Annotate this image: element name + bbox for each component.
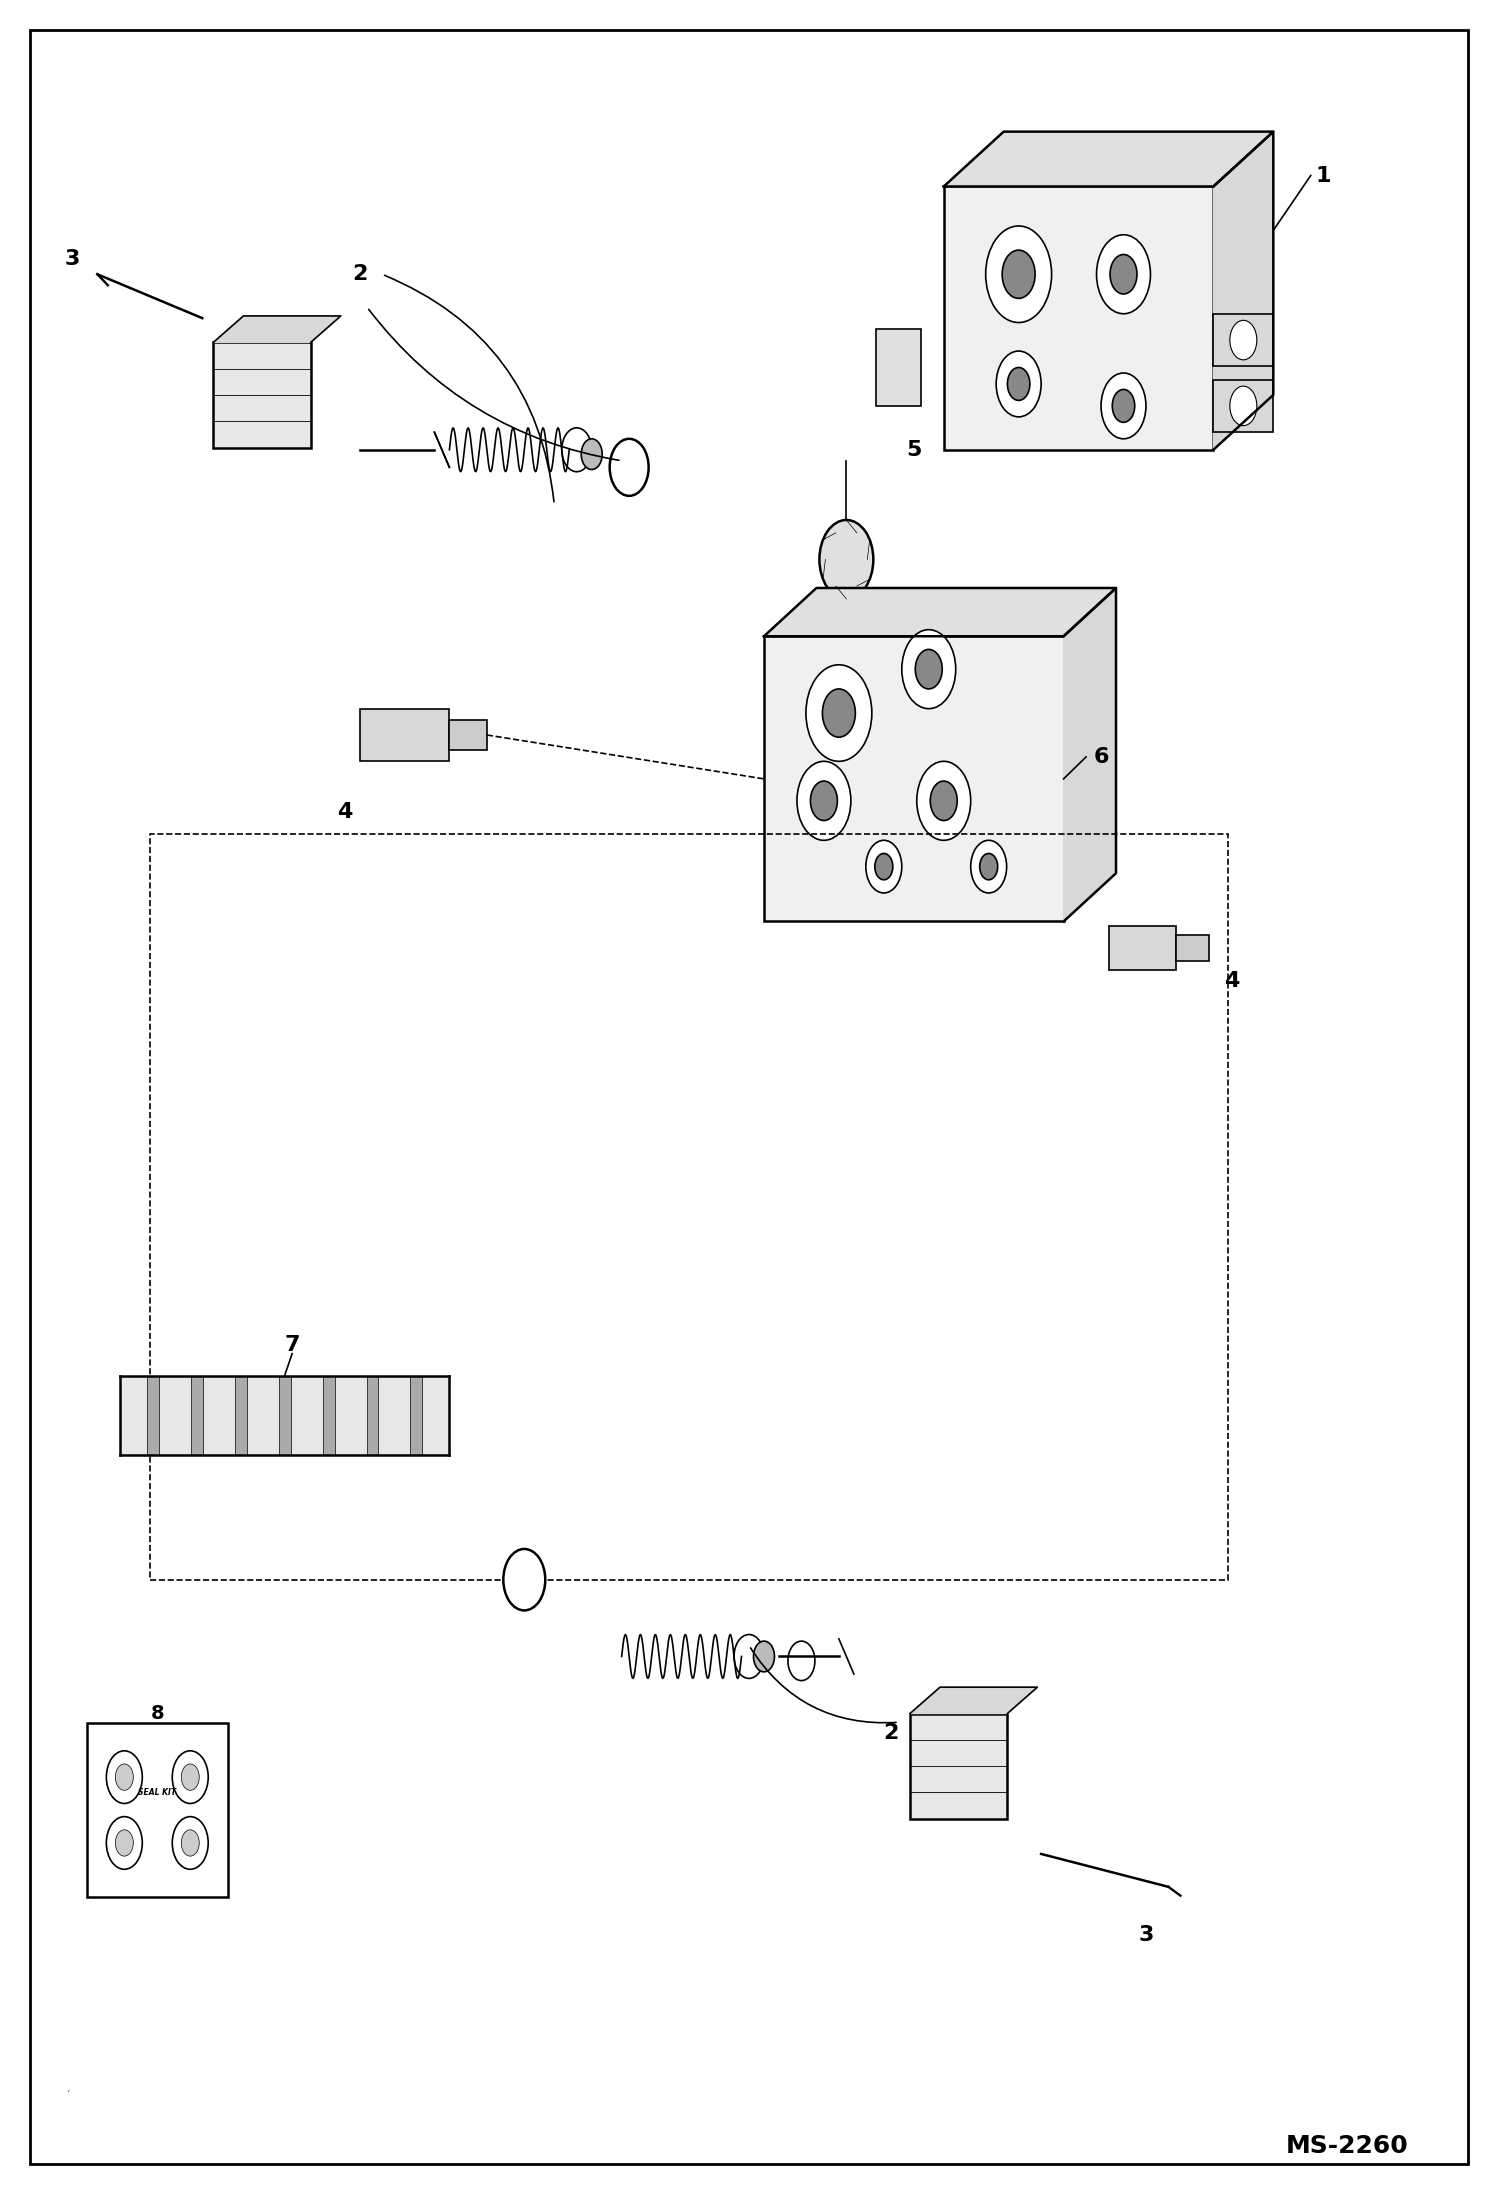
Polygon shape [944,132,1273,186]
FancyBboxPatch shape [213,342,312,448]
Bar [190,1376,202,1455]
Text: MS-2260: MS-2260 [1285,2135,1408,2157]
FancyBboxPatch shape [449,720,487,750]
Text: 4: 4 [1224,970,1239,992]
Bar [322,1376,334,1455]
Bar [367,1376,379,1455]
Circle shape [797,761,851,840]
FancyBboxPatch shape [944,186,1213,450]
Polygon shape [911,1687,1037,1714]
Circle shape [788,1641,815,1681]
Circle shape [1002,250,1035,298]
Polygon shape [764,588,1116,636]
Text: ’: ’ [66,2091,69,2100]
Polygon shape [1213,132,1273,450]
Circle shape [902,630,956,709]
Text: 6: 6 [1094,746,1109,768]
FancyBboxPatch shape [87,1724,228,1896]
Circle shape [115,1764,133,1790]
FancyBboxPatch shape [1176,935,1209,961]
Circle shape [753,1641,774,1672]
FancyBboxPatch shape [360,709,449,761]
Circle shape [996,351,1041,417]
Polygon shape [120,1376,449,1455]
Circle shape [1230,386,1257,426]
FancyBboxPatch shape [876,329,921,406]
Text: 2: 2 [352,263,367,285]
Circle shape [581,439,602,470]
Circle shape [106,1751,142,1803]
Circle shape [562,428,592,472]
Circle shape [1110,255,1137,294]
Circle shape [986,226,1052,323]
Polygon shape [1064,588,1116,921]
Text: 1: 1 [1315,165,1330,186]
Circle shape [1230,320,1257,360]
Bar [279,1376,291,1455]
FancyBboxPatch shape [1213,314,1273,366]
Circle shape [610,439,649,496]
Text: 7: 7 [285,1334,300,1356]
Circle shape [1007,369,1031,399]
Bar [147,1376,159,1455]
Circle shape [181,1764,199,1790]
Circle shape [875,853,893,880]
Circle shape [115,1830,133,1856]
Text: SEAL KIT: SEAL KIT [138,1788,177,1797]
Text: 2: 2 [884,1722,899,1744]
Circle shape [866,840,902,893]
Circle shape [930,781,957,821]
Circle shape [917,761,971,840]
Circle shape [172,1751,208,1803]
Text: 3: 3 [64,248,79,270]
Circle shape [980,853,998,880]
Text: 5: 5 [906,439,921,461]
FancyBboxPatch shape [1213,380,1273,432]
FancyBboxPatch shape [764,636,1064,921]
Circle shape [181,1830,199,1856]
Circle shape [1112,391,1135,421]
Text: 3: 3 [1138,1924,1153,1946]
Text: 8: 8 [150,1705,165,1722]
Circle shape [1097,235,1150,314]
Circle shape [822,689,855,737]
Polygon shape [213,316,340,342]
FancyBboxPatch shape [911,1714,1008,1819]
Text: 4: 4 [337,801,352,823]
Circle shape [734,1635,764,1678]
Circle shape [106,1817,142,1869]
Circle shape [1101,373,1146,439]
Circle shape [172,1817,208,1869]
Circle shape [806,665,872,761]
FancyBboxPatch shape [1109,926,1176,970]
Circle shape [503,1549,545,1610]
Circle shape [810,781,837,821]
Circle shape [971,840,1007,893]
Bar [235,1376,247,1455]
Bar [410,1376,422,1455]
Circle shape [915,649,942,689]
Circle shape [819,520,873,599]
